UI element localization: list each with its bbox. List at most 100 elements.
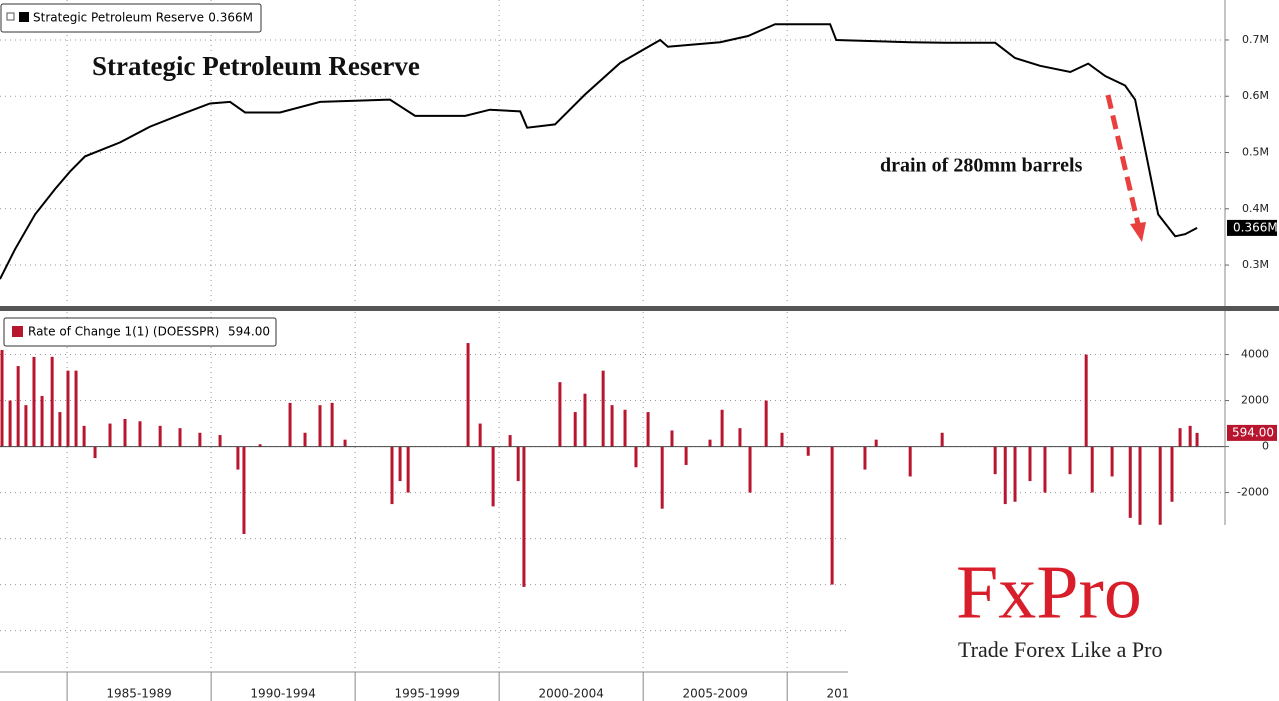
bar [24, 405, 28, 447]
bar [764, 400, 768, 447]
y-tick-label: 0.3M [1242, 258, 1269, 271]
bar [108, 423, 112, 447]
labels: 0.3M0.4M0.5M0.6M0.7M0.366M-8000-6000-400… [66, 33, 1278, 701]
bar [738, 428, 742, 447]
bar [218, 435, 222, 447]
bar [1170, 446, 1174, 502]
x-tick-label: 1990-1994 [250, 687, 315, 701]
bar [258, 444, 262, 447]
bar [940, 432, 944, 447]
bar [516, 446, 520, 482]
last-value-label: 594.00 [1232, 425, 1274, 439]
bar [288, 402, 292, 447]
marks [0, 23, 1225, 587]
grid [0, 0, 1225, 672]
bar [1068, 446, 1072, 475]
bar [993, 446, 997, 475]
bar [863, 446, 867, 470]
bar [670, 430, 674, 447]
legend: Rate of Change 1(1) (DOESSPR) 594.00 [3, 317, 277, 347]
panel-divider [0, 306, 1279, 311]
legend-value: 594.00 [228, 325, 270, 339]
bar [1110, 446, 1114, 477]
bar [508, 435, 512, 447]
bar [82, 425, 86, 447]
brand: FxPro [956, 550, 1142, 634]
watermark: FxPro Trade Forex Like a Pro [848, 525, 1279, 701]
bar [398, 446, 402, 482]
bar [573, 412, 577, 447]
bar [708, 439, 712, 447]
bar [806, 446, 810, 456]
bar [32, 356, 36, 447]
bar [583, 393, 587, 447]
bar [780, 432, 784, 447]
legend-swatch [12, 326, 23, 337]
chart-title: Strategic Petroleum Reserve [92, 51, 420, 81]
bar [1195, 432, 1199, 447]
bar [0, 349, 4, 447]
bar [908, 446, 912, 477]
bar [634, 446, 638, 468]
bar [1188, 425, 1192, 447]
bar [660, 446, 664, 509]
bar [522, 446, 526, 587]
bar [1178, 428, 1182, 447]
y-tick-label: 0 [1262, 440, 1269, 453]
bar [74, 370, 78, 447]
bar [93, 446, 97, 459]
x-tick-label: 1985-1989 [106, 687, 171, 701]
bar [1128, 446, 1132, 518]
bar [466, 343, 470, 447]
bar [1028, 446, 1032, 482]
y-tick-label: 2000 [1241, 394, 1269, 407]
y-tick-label: 4000 [1241, 348, 1269, 361]
bar [830, 446, 834, 585]
bar [123, 418, 127, 447]
bar [1090, 446, 1094, 493]
bar [318, 405, 322, 447]
bar [478, 423, 482, 447]
arrow [1105, 94, 1146, 242]
y-tick-label: -2000 [1237, 486, 1269, 499]
bar [491, 446, 495, 507]
bar [8, 400, 12, 447]
bar [623, 409, 627, 447]
bar [720, 409, 724, 447]
bar [610, 405, 614, 447]
last-value-label: 0.366M [1233, 220, 1278, 234]
y-tick-label: 0.7M [1242, 33, 1269, 46]
bar [343, 439, 347, 447]
tagline: Trade Forex Like a Pro [958, 637, 1163, 662]
bar [1158, 446, 1162, 525]
legend-value: 0.366M [208, 11, 253, 25]
bar [1084, 354, 1088, 447]
line [0, 23, 1198, 280]
bar [236, 446, 240, 470]
bar [178, 428, 182, 447]
y-tick-label: 0.4M [1242, 202, 1269, 215]
bar [50, 356, 54, 447]
y-tick-label: 0.5M [1242, 146, 1269, 159]
bar [748, 446, 752, 493]
bar [330, 402, 334, 447]
x-tick-label: 2005-2009 [682, 687, 747, 701]
bar [66, 370, 70, 447]
bar [601, 370, 605, 447]
bar [16, 366, 20, 447]
last-value-tag [1227, 424, 1277, 441]
x-tick-label: 1995-1999 [394, 687, 459, 701]
legend-label: Rate of Change 1(1) (DOESSPR) [28, 325, 219, 339]
bar [1013, 446, 1017, 502]
x-tick-label: 2000-2004 [538, 687, 603, 701]
bar [138, 421, 142, 447]
bar [198, 432, 202, 447]
bar [1003, 446, 1007, 505]
bar [303, 432, 307, 447]
bar [558, 382, 562, 447]
y-tick-label: 0.6M [1242, 89, 1269, 102]
bar [158, 425, 162, 447]
legend-label: Strategic Petroleum Reserve [33, 11, 204, 25]
